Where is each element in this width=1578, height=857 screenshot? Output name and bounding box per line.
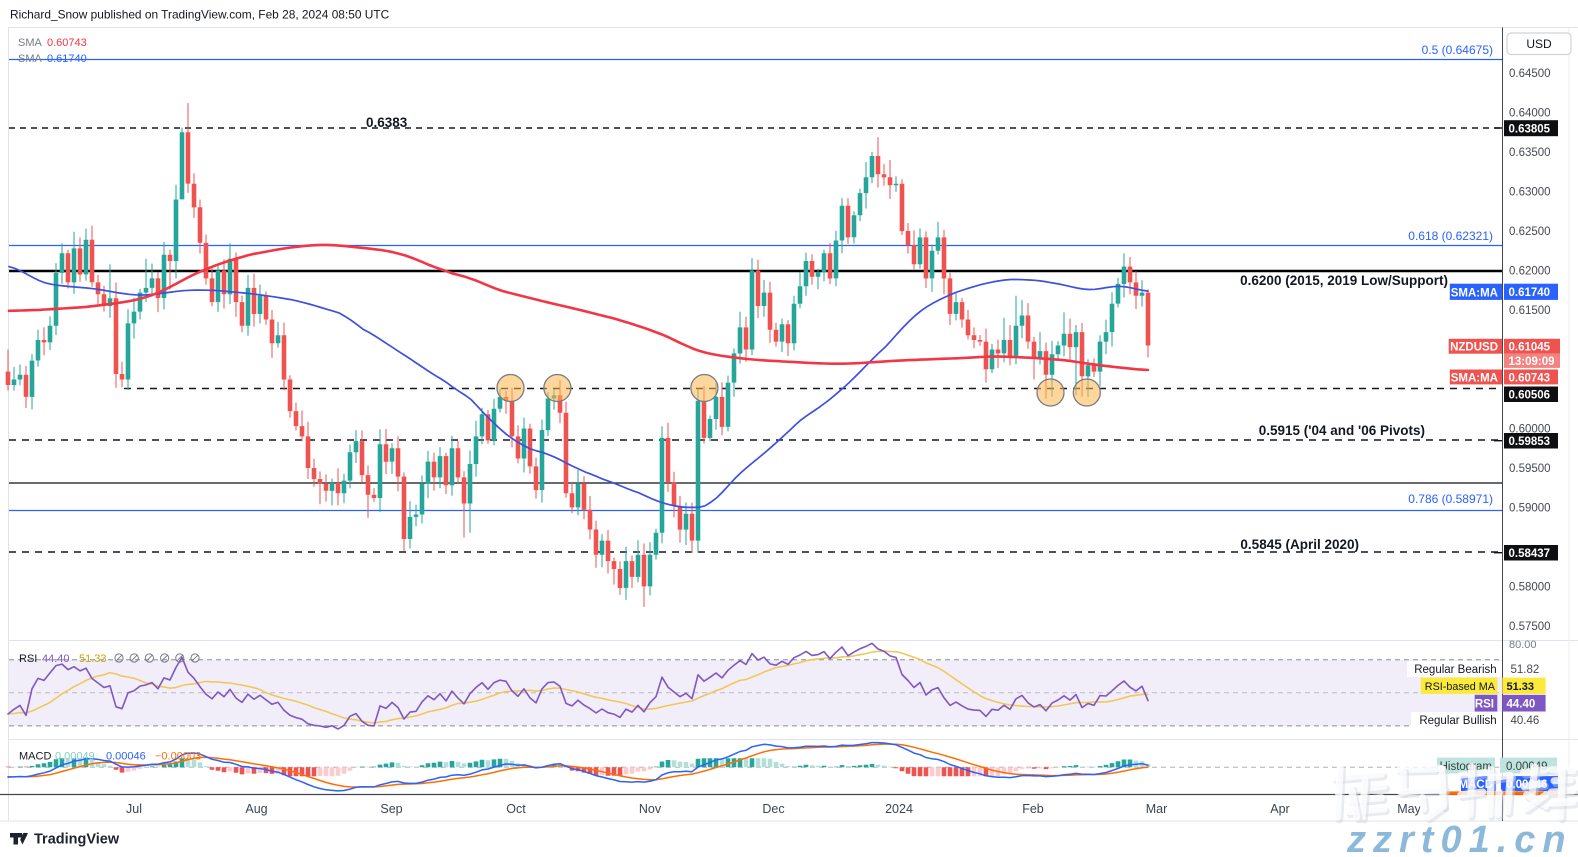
svg-text:Jul: Jul (126, 802, 142, 816)
svg-text:May: May (1397, 802, 1421, 816)
svg-text:RSI-based MA: RSI-based MA (1425, 681, 1496, 693)
svg-text:MACD: MACD (19, 751, 51, 763)
svg-text:0.57500: 0.57500 (1509, 621, 1551, 633)
svg-text:44.40: 44.40 (1507, 699, 1536, 711)
svg-text:40.46: 40.46 (1511, 715, 1540, 727)
svg-text:0.00049: 0.00049 (55, 751, 95, 763)
svg-text:SMA:MA: SMA:MA (1451, 372, 1498, 384)
svg-text:0.64000: 0.64000 (1509, 108, 1551, 120)
svg-text:13:09:09: 13:09:09 (1509, 356, 1555, 368)
svg-text:51.82: 51.82 (1511, 664, 1540, 676)
svg-text:0.63000: 0.63000 (1509, 187, 1551, 199)
svg-text:0.63500: 0.63500 (1509, 147, 1551, 159)
svg-text:0.60506: 0.60506 (1509, 389, 1551, 401)
svg-text:80.00: 80.00 (1509, 639, 1537, 651)
svg-text:0.6200 (2015, 2019 Low/Support: 0.6200 (2015, 2019 Low/Support) (1240, 273, 1448, 288)
svg-text:Regular Bullish: Regular Bullish (1419, 715, 1496, 727)
svg-text:MACD: MACD (1459, 779, 1494, 791)
svg-text:Dec: Dec (762, 802, 784, 816)
svg-text:0.5845 (April 2020): 0.5845 (April 2020) (1240, 537, 1359, 552)
svg-text:0.61740: 0.61740 (47, 53, 87, 65)
svg-text:Sep: Sep (380, 802, 402, 816)
svg-text:NZDUSD: NZDUSD (1450, 342, 1498, 354)
svg-text:0.58437: 0.58437 (1509, 548, 1551, 560)
svg-text:0.61045: 0.61045 (1509, 342, 1551, 354)
svg-text:51.33: 51.33 (79, 653, 107, 665)
svg-text:SMA: SMA (18, 53, 43, 65)
svg-text:44.40: 44.40 (42, 653, 70, 665)
svg-text:0.5 (0.64675): 0.5 (0.64675) (1422, 43, 1493, 57)
svg-text:−0.00003: −0.00003 (155, 751, 201, 763)
svg-text:Oct: Oct (506, 802, 526, 816)
svg-text:0.58000: 0.58000 (1509, 581, 1551, 593)
svg-text:SMA:MA: SMA:MA (1451, 287, 1498, 299)
svg-text:Regular Bearish: Regular Bearish (1414, 664, 1496, 676)
svg-text:zzrt01.cn: zzrt01.cn (1346, 819, 1573, 857)
svg-text:Mar: Mar (1146, 802, 1168, 816)
svg-text:0.618 (0.62321): 0.618 (0.62321) (1408, 229, 1493, 243)
svg-text:0.61500: 0.61500 (1509, 305, 1551, 317)
svg-text:0.63805: 0.63805 (1509, 123, 1551, 135)
svg-text:Apr: Apr (1270, 802, 1289, 816)
svg-text:0.60000: 0.60000 (1509, 424, 1551, 436)
svg-text:USD: USD (1526, 37, 1552, 51)
svg-text:SMA: SMA (18, 37, 43, 49)
svg-text:Richard_Snow published on Trad: Richard_Snow published on TradingView.co… (10, 8, 390, 22)
svg-text:Aug: Aug (245, 802, 267, 816)
svg-text:0.62000: 0.62000 (1509, 266, 1551, 278)
svg-text:0.64500: 0.64500 (1509, 68, 1551, 80)
svg-text:TradingView: TradingView (34, 832, 120, 848)
svg-text:Feb: Feb (1022, 802, 1044, 816)
svg-text:0.60743: 0.60743 (47, 37, 87, 49)
svg-text:2024: 2024 (885, 802, 913, 816)
svg-text:RSI: RSI (1475, 699, 1494, 711)
svg-text:51.33: 51.33 (1507, 681, 1535, 693)
svg-text:0.59500: 0.59500 (1509, 463, 1551, 475)
svg-text:0.60743: 0.60743 (1509, 372, 1551, 384)
svg-text:0.59853: 0.59853 (1509, 436, 1551, 448)
svg-text:Nov: Nov (639, 802, 662, 816)
svg-text:0.6383: 0.6383 (366, 115, 408, 130)
svg-text:RSI: RSI (19, 653, 37, 665)
svg-text:0.62500: 0.62500 (1509, 226, 1551, 238)
svg-text:0.5915 ('04 and '06 Pivots): 0.5915 ('04 and '06 Pivots) (1259, 423, 1425, 438)
svg-text:0.59000: 0.59000 (1509, 502, 1551, 514)
svg-text:0.786 (0.58971): 0.786 (0.58971) (1408, 492, 1493, 506)
svg-text:0.00046: 0.00046 (106, 751, 146, 763)
svg-text:0.61740: 0.61740 (1509, 287, 1551, 299)
